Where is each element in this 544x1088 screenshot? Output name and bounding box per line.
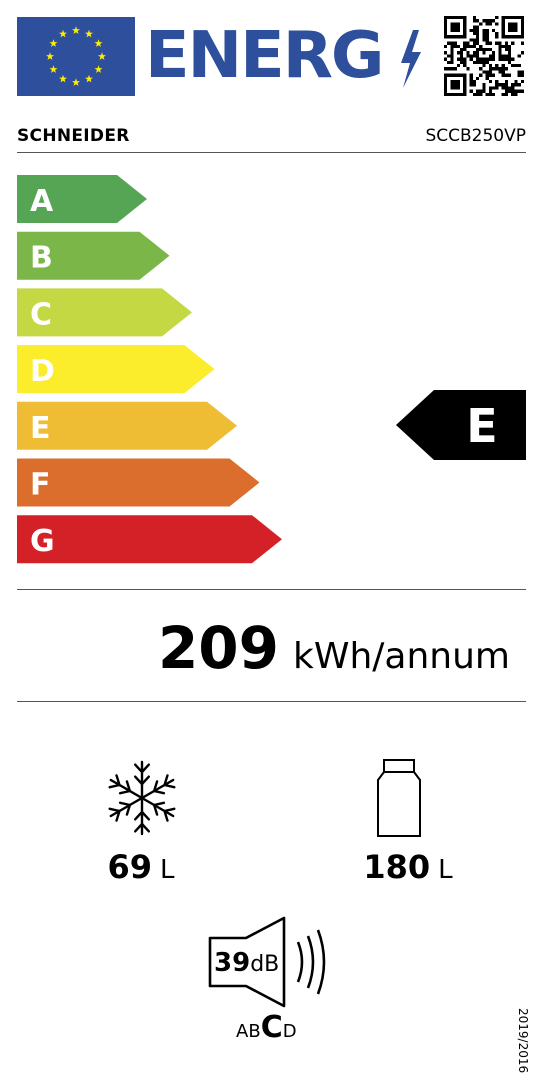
energy-class-arrow-f [17,458,260,507]
snowflake-icon [108,760,176,836]
energy-class-letter-a: A [30,184,54,219]
noise-class-d: D [282,1021,297,1042]
energy-class-letter-b: B [30,241,53,276]
eu-star-icon [72,78,80,86]
noise-emission: 39dB [214,948,279,980]
regulation-number: 2019/2016 [516,1008,530,1074]
noise-class-scale: ABCD [236,1010,297,1050]
energy-class-letter-g: G [30,524,55,559]
energy-class-letter-c: C [30,297,52,332]
eu-star-icon [59,29,67,38]
energy-consumption-value: 209 [157,614,280,682]
energy-class-arrow-b [17,231,170,280]
eu-star-icon [98,52,106,60]
fridge-volume: 180 L [272,842,544,895]
lightning-bolt-icon [401,30,421,88]
noise-emission-unit: dB [250,952,280,977]
supplier-name: SCHNEIDER [17,126,130,146]
energy-class-letter-f: F [30,468,51,503]
eu-star-icon [94,65,103,73]
eu-star-icon [49,65,58,73]
divider [17,701,526,702]
speaker-icon [208,916,326,1008]
bottle-icon [377,759,421,837]
energy-label-title: ENERG [145,19,385,93]
divider [17,152,526,153]
energy-class-letter-d: D [30,354,55,389]
freezer-volume-value: 69 [107,848,153,886]
energy-class-arrow-a [17,175,147,223]
noise-class-c: C [260,1010,283,1045]
noise-class-a: A [236,1021,249,1042]
eu-star-icon [49,39,58,47]
fridge-volume-value: 180 [363,848,431,886]
energy-class-letter-e: E [30,411,51,446]
energy-class-arrow-g [17,515,282,564]
energy-class-indicator-letter: E [466,399,497,453]
energy-class-indicator: E [396,390,526,460]
eu-star-icon [46,52,54,60]
energy-consumption-unit: kWh/annum [293,636,510,677]
eu-star-icon [94,39,103,47]
freezer-volume: 69 L [0,842,282,895]
eu-star-icon [59,74,67,83]
energy-class-arrow-d [17,345,215,394]
noise-class-b: B [248,1021,261,1042]
eu-star-icon [72,26,80,34]
eu-flag-icon [17,17,135,96]
energy-consumption: 209 kWh/annum [0,612,510,693]
freezer-volume-unit: L [160,855,175,885]
qr-code-icon[interactable] [444,16,524,96]
fridge-volume-unit: L [438,855,453,885]
model-identifier: SCCB250VP [425,126,526,146]
noise-emission-value: 39 [214,948,251,978]
eu-star-icon [85,29,93,38]
divider [17,589,526,590]
energy-class-arrow-c [17,288,192,337]
energy-class-arrow-e [17,401,237,450]
eu-star-icon [85,74,93,83]
